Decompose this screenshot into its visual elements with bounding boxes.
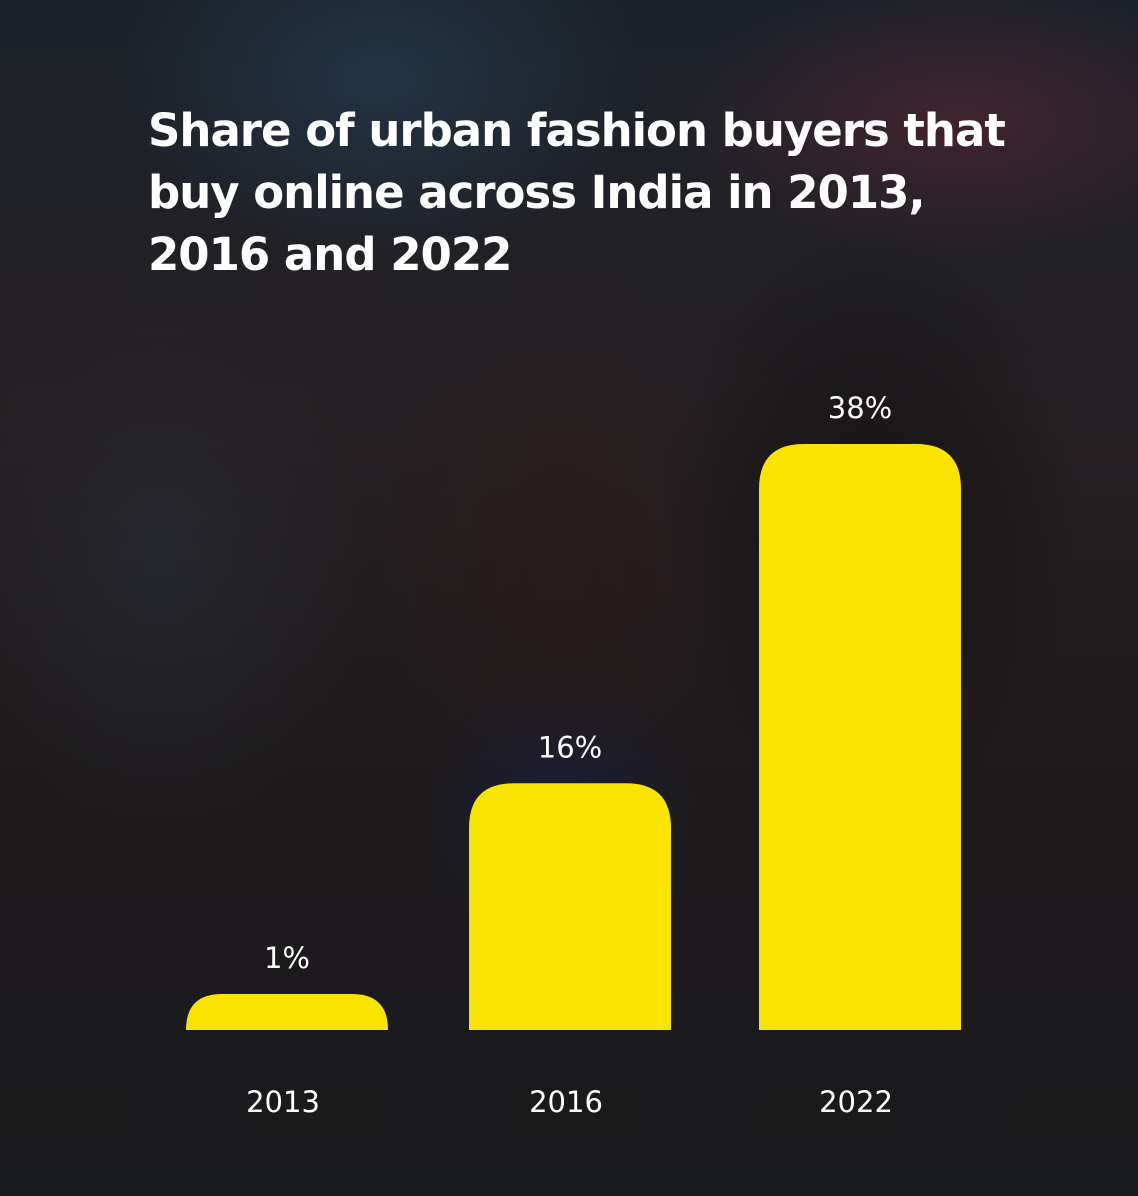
category-label-2022: 2022 — [819, 1085, 893, 1119]
category-label-2013: 2013 — [246, 1085, 320, 1119]
bar-2016 — [469, 783, 671, 1030]
bar-2013 — [186, 994, 388, 1030]
value-label-2013: 1% — [264, 941, 310, 975]
category-label-2016: 2016 — [529, 1085, 603, 1119]
value-label-2022: 38% — [828, 391, 892, 425]
chart-title: Share of urban fashion buyers that buy o… — [148, 104, 1006, 281]
bar-2022 — [759, 444, 961, 1030]
value-label-2016: 16% — [538, 730, 602, 764]
